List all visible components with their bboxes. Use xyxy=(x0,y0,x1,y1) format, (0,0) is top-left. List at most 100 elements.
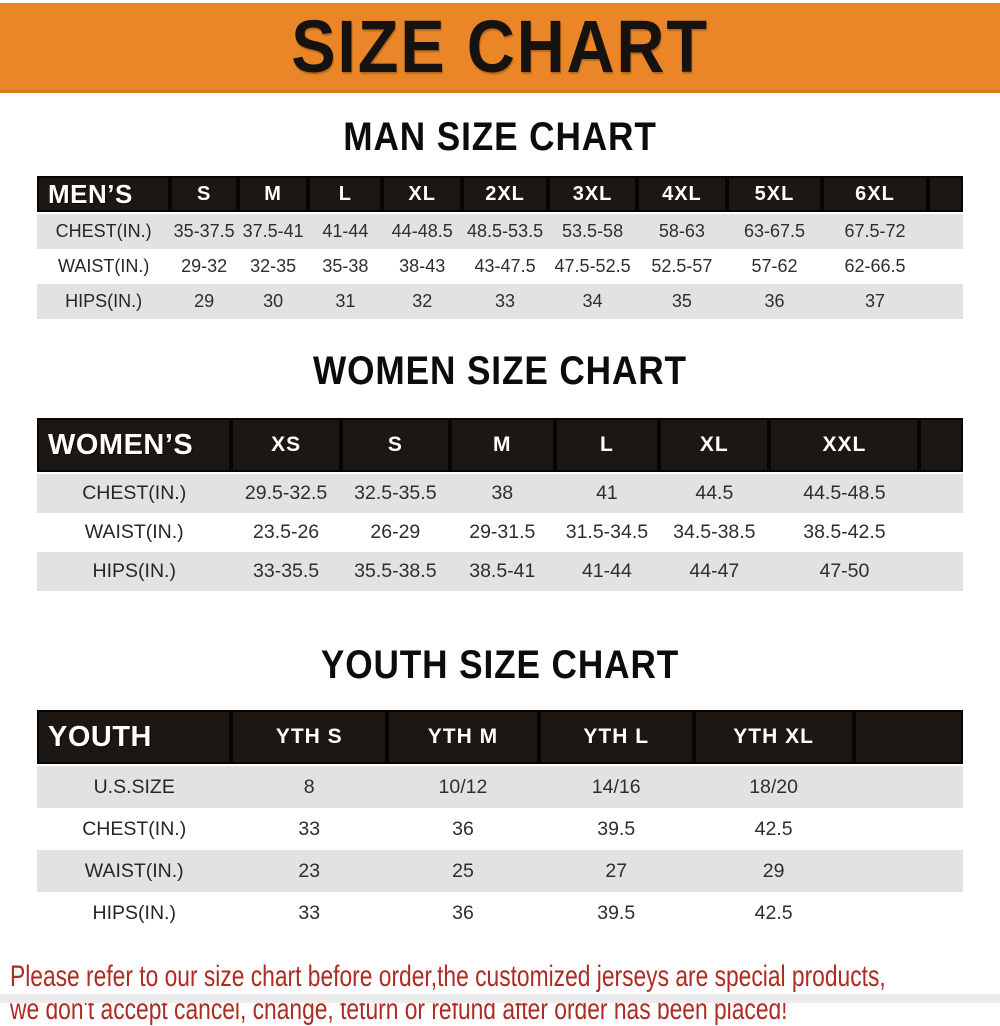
men-header-row: MEN’S S M L XL 2XL 3XL 4XL 5XL 6XL xyxy=(37,176,963,214)
filler-cell xyxy=(853,765,963,808)
men-size-header-3: XL xyxy=(382,176,463,214)
youth-size-section: YOUTH SIZE CHART YOUTH YTH S YTH M YTH L YTH… xyxy=(0,643,1000,934)
men-size-header-6: 4XL xyxy=(637,176,727,214)
women-size-header-0: XS xyxy=(231,418,341,474)
women-header-row: WOMEN’S XS S M L XL XXL xyxy=(37,418,963,474)
women-measure-row-2: HIPS(IN.) 33-35.5 35.5-38.5 38.5-41 41-44 44-… xyxy=(37,552,963,591)
men-size-header-8: 6XL xyxy=(822,176,928,214)
youth-row-label-0: U.S.SIZE xyxy=(37,765,232,808)
men-value-0-6: 58-63 xyxy=(637,213,727,249)
men-value-1-2: 35-38 xyxy=(322,256,369,276)
men-value-2-1: 30 xyxy=(237,284,309,319)
women-value-2-3: 41-44 xyxy=(554,552,660,591)
bottom-strip xyxy=(0,994,1000,1003)
youth-size-header-3: YTH XL xyxy=(693,710,854,766)
men-value-2-2: 31 xyxy=(308,284,383,319)
youth-value-0-2: 14/16 xyxy=(538,765,694,808)
men-size-header-7: 5XL xyxy=(726,176,823,214)
youth-value-2-3: 29 xyxy=(693,850,854,892)
size-chart-page: SIZE CHART MAN SIZE CHART MEN’S S M L XL 2XL 3… xyxy=(0,3,1000,1026)
youth-value-1-0: 33 xyxy=(298,817,321,840)
youth-value-0-3: 18/20 xyxy=(693,765,854,808)
men-value-0-4: 48.5-53.5 xyxy=(462,213,549,249)
men-value-1-7: 57-62 xyxy=(751,256,798,276)
women-row-label-2: HIPS(IN.) xyxy=(37,552,232,591)
men-value-1-1: 32-35 xyxy=(250,256,297,276)
women-value-1-1: 26-29 xyxy=(370,521,421,543)
women-row-label-0: CHEST(IN.) xyxy=(37,473,232,513)
youth-value-1-1: 36 xyxy=(452,817,474,840)
men-value-1-8: 62-66.5 xyxy=(844,256,906,276)
filler-cell xyxy=(919,473,963,513)
disclaimer-note: Please refer to our size chart before or… xyxy=(10,960,886,1026)
women-measure-row-1: WAIST(IN.) 23.5-26 26-29 29-31.5 31.5-34.5 34… xyxy=(37,513,963,552)
filler-cell xyxy=(919,418,963,474)
men-value-0-7: 63-67.5 xyxy=(726,213,823,249)
men-size-header-0: S xyxy=(170,176,238,214)
youth-measure-row-0: U.S.SIZE 8 10/12 14/16 18/20 xyxy=(37,765,963,808)
filler-cell xyxy=(919,513,963,552)
men-value-1-3: 38-43 xyxy=(399,256,446,276)
men-value-0-0: 35-37.5 xyxy=(170,213,238,249)
youth-size-header-0: YTH S xyxy=(231,710,388,766)
women-size-header-3: L xyxy=(554,418,660,474)
women-size-header-2: M xyxy=(449,418,555,474)
youth-value-2-0: 23 xyxy=(231,850,388,892)
women-size-header-5: XXL xyxy=(769,418,920,474)
filler-cell xyxy=(854,808,963,850)
youth-group-label: YOUTH xyxy=(37,710,232,766)
youth-value-2-1: 25 xyxy=(387,850,539,892)
men-value-0-3: 44-48.5 xyxy=(382,213,463,249)
men-group-label: MEN’S xyxy=(37,176,171,214)
youth-value-3-3: 42.5 xyxy=(754,901,793,924)
men-value-2-0: 29 xyxy=(170,284,238,319)
men-value-1-6: 52.5-57 xyxy=(651,256,713,276)
women-size-section: WOMEN SIZE CHART WOMEN’S XS S M L XL XXL CHEST(… xyxy=(0,349,1000,591)
women-value-2-0: 33-35.5 xyxy=(231,552,341,591)
men-value-2-4: 33 xyxy=(462,284,549,319)
men-size-header-2: L xyxy=(308,176,383,214)
youth-value-1-3: 42.5 xyxy=(754,817,793,840)
youth-value-3-1: 36 xyxy=(452,901,474,924)
youth-section-title: YOUTH SIZE CHART xyxy=(320,643,680,687)
youth-value-0-1: 10/12 xyxy=(387,765,539,808)
men-size-section: MAN SIZE CHART MEN’S S M L XL 2XL 3XL 4XL 5XL 6XL… xyxy=(0,115,1000,319)
men-value-1-0: 29-32 xyxy=(181,256,228,276)
women-value-1-0: 23.5-26 xyxy=(253,521,320,543)
women-group-label: WOMEN’S xyxy=(37,418,232,474)
youth-header-row: YOUTH YTH S YTH M YTH L YTH XL xyxy=(37,710,963,766)
women-value-2-4: 44-47 xyxy=(659,552,770,591)
men-value-0-1: 37.5-41 xyxy=(237,213,309,249)
filler-cell xyxy=(927,176,963,214)
women-value-2-2: 38.5-41 xyxy=(449,552,555,591)
filler-cell xyxy=(853,850,963,892)
women-measure-row-0: CHEST(IN.) 29.5-32.5 32.5-35.5 38 41 44.5 44.5… xyxy=(37,473,963,513)
women-value-0-2: 38 xyxy=(449,473,555,513)
men-row-label-1: WAIST(IN.) xyxy=(58,256,150,276)
filler-cell xyxy=(854,892,963,934)
men-value-0-2: 41-44 xyxy=(308,213,383,249)
youth-value-3-2: 39.5 xyxy=(597,901,636,924)
men-value-0-5: 53.5-58 xyxy=(548,213,638,249)
disclaimer-line-1: Please refer to our size chart before or… xyxy=(10,960,886,993)
women-value-0-3: 41 xyxy=(554,473,660,513)
men-size-header-4: 2XL xyxy=(462,176,549,214)
youth-value-1-2: 39.5 xyxy=(597,817,636,840)
youth-value-2-2: 27 xyxy=(538,850,694,892)
men-value-2-7: 36 xyxy=(726,284,823,319)
men-measure-row-1: WAIST(IN.) 29-32 32-35 35-38 38-43 43-47.5 47.… xyxy=(37,249,963,284)
men-measure-row-0: CHEST(IN.) 35-37.5 37.5-41 41-44 44-48.5 48.5… xyxy=(37,213,963,249)
men-value-1-5: 47.5-52.5 xyxy=(554,256,631,276)
youth-size-header-1: YTH M xyxy=(387,710,539,766)
women-value-1-2: 29-31.5 xyxy=(469,521,536,543)
youth-row-label-1: CHEST(IN.) xyxy=(82,817,187,840)
men-size-header-1: M xyxy=(237,176,309,214)
men-size-table: MEN’S S M L XL 2XL 3XL 4XL 5XL 6XL CHEST(IN.) 35-37… xyxy=(37,176,963,319)
filler-cell xyxy=(919,552,963,591)
men-value-0-8: 67.5-72 xyxy=(822,213,928,249)
men-value-2-8: 37 xyxy=(822,284,928,319)
women-size-table: WOMEN’S XS S M L XL XXL CHEST(IN.) 29.5-32.5 32.5… xyxy=(37,418,963,591)
youth-row-label-2: WAIST(IN.) xyxy=(37,850,232,892)
women-value-0-4: 44.5 xyxy=(659,473,770,513)
men-row-label-0: CHEST(IN.) xyxy=(37,213,171,249)
